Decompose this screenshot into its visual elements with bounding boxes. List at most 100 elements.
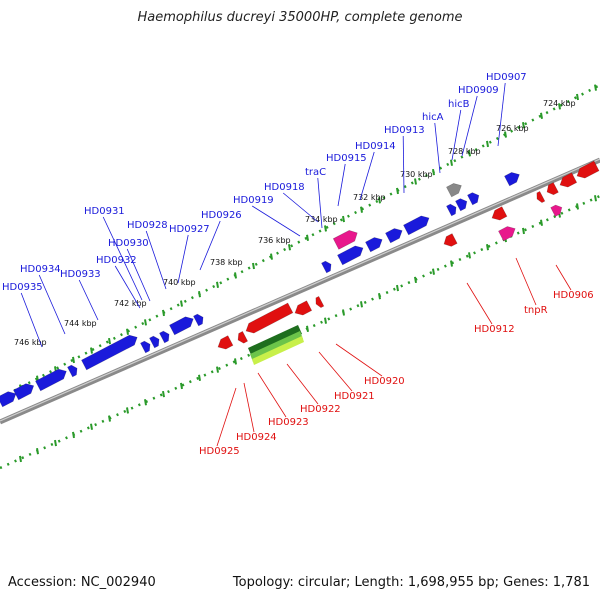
- reverse-gene-label: HD0924: [236, 432, 277, 443]
- forward-gene-arrow: [455, 198, 468, 212]
- ruler-tick: [432, 168, 435, 176]
- forward-gene-label: HD0915: [326, 153, 367, 164]
- forward-gene-arrow: [13, 383, 35, 401]
- mobile-element-block: [550, 204, 563, 217]
- reverse-gene-label: HD0923: [268, 417, 309, 428]
- forward-gene-label: HD0935: [2, 282, 43, 293]
- ruler-tick: [306, 325, 309, 332]
- ruler-kbp-label: 746 kbp: [14, 338, 47, 347]
- reverse-label-leader: [216, 387, 237, 447]
- label-leaders: [20, 82, 572, 447]
- upper-ruler: [0, 83, 600, 400]
- forward-label-leader: [20, 292, 43, 348]
- ruler-tick: [270, 253, 273, 260]
- ruler-tick: [558, 103, 561, 110]
- ruler-tick: [324, 317, 327, 324]
- ruler-kbp-label: 732 kbp: [353, 193, 386, 202]
- forward-gene-arrow: [0, 391, 17, 408]
- reverse-gene-arrow: [315, 295, 325, 308]
- ruler-kbp-label: 736 kbp: [258, 236, 291, 245]
- ruler-tick: [198, 374, 201, 381]
- ruler-kbp-label: 742 kbp: [114, 299, 147, 308]
- reverse-label-leader: [243, 382, 255, 433]
- mobile-element-block: [498, 226, 516, 242]
- ruler-tick: [450, 260, 453, 267]
- ruler-tick: [540, 112, 543, 119]
- accession-text: Accession: NC_002940: [8, 575, 156, 590]
- ruler-kbp-label: 726 kbp: [496, 124, 529, 133]
- ruler-tick: [126, 328, 129, 335]
- ruler-tick: [144, 399, 147, 406]
- reverse-gene-label: HD0906: [553, 290, 594, 301]
- forward-gene-arrow: [193, 313, 204, 327]
- forward-label-leader: [434, 122, 441, 174]
- reverse-gene-arrow: [536, 190, 546, 203]
- rna-gene-block: [252, 336, 304, 365]
- forward-label-leader: [282, 192, 319, 223]
- gene-features: [0, 160, 600, 408]
- ruler-tick: [144, 319, 147, 326]
- forward-label-leader: [102, 216, 143, 301]
- forward-gene-arrow: [321, 260, 332, 274]
- ruler-tick: [432, 268, 435, 275]
- ruler-kbp-label: 730 kbp: [400, 170, 433, 179]
- ruler-tick: [19, 455, 22, 463]
- forward-gene-arrow: [159, 330, 170, 344]
- pseudo-gene-block: [446, 183, 462, 198]
- ruler-tick: [252, 262, 255, 270]
- forward-gene-arrow: [446, 203, 457, 217]
- forward-gene-label: HD0926: [201, 210, 242, 221]
- genome-backbone-highlight: [0, 158, 600, 422]
- ruler-tick: [108, 415, 111, 422]
- forward-gene-label: HD0934: [20, 264, 61, 275]
- forward-gene-arrow: [81, 334, 138, 371]
- reverse-label-leader: [466, 282, 493, 325]
- forward-gene-arrow: [385, 228, 403, 244]
- ruler-tick: [108, 337, 111, 345]
- reverse-label-leader: [555, 264, 572, 291]
- ruler-tick: [486, 244, 489, 251]
- forward-gene-label: HD0913: [384, 125, 425, 136]
- forward-gene-label: HD0928: [127, 220, 168, 231]
- forward-label-leader: [145, 230, 167, 290]
- forward-gene-label: HD0930: [108, 238, 149, 249]
- reverse-gene-arrow: [217, 335, 234, 350]
- ruler-tick: [396, 187, 399, 195]
- forward-label-leader: [177, 234, 189, 284]
- reverse-label-leader: [257, 372, 287, 418]
- forward-gene-label: traC: [305, 167, 326, 178]
- ruler-tick: [216, 281, 219, 288]
- ruler-tick: [72, 431, 75, 439]
- reverse-gene-label: HD0922: [300, 404, 341, 415]
- reverse-gene-label: tnpR: [524, 305, 548, 316]
- reverse-gene-label: HD0921: [334, 391, 375, 402]
- forward-label-leader: [251, 205, 301, 237]
- ruler-tick: [72, 356, 75, 364]
- ruler-tick: [396, 284, 399, 292]
- reverse-gene-arrow: [443, 233, 458, 247]
- ruler-tick: [126, 407, 129, 414]
- ruler-tick: [342, 309, 345, 316]
- ruler-tick: [540, 219, 543, 226]
- forward-label-leader: [199, 220, 221, 271]
- ruler-tick: [594, 84, 597, 91]
- ruler-tick: [576, 203, 579, 210]
- ruler-tick: [234, 358, 237, 365]
- forward-gene-arrow: [35, 368, 67, 392]
- ruler-tick: [162, 309, 165, 317]
- gene-labels: HD0907 HD0909 hicB hicA HD0913 HD0914HD0915tr…: [2, 72, 594, 457]
- ruler-tick: [450, 159, 453, 166]
- reverse-gene-arrow: [546, 182, 559, 196]
- ruler-tick: [486, 140, 489, 148]
- ruler-tick: [360, 206, 363, 213]
- forward-gene-arrow: [403, 215, 430, 236]
- ruler-tick: [360, 301, 363, 308]
- forward-gene-arrow: [140, 340, 151, 354]
- ruler-tick: [234, 272, 237, 279]
- ruler-kbp-label: 728 kbp: [448, 147, 481, 156]
- reverse-gene-label: HD0925: [199, 446, 240, 457]
- reverse-gene-arrow: [237, 331, 249, 344]
- mobile-element-block: [332, 230, 358, 250]
- map-title: Haemophilus ducreyi 35000HP, complete ge…: [137, 10, 463, 25]
- ruler-kbp-label: 744 kbp: [64, 319, 97, 328]
